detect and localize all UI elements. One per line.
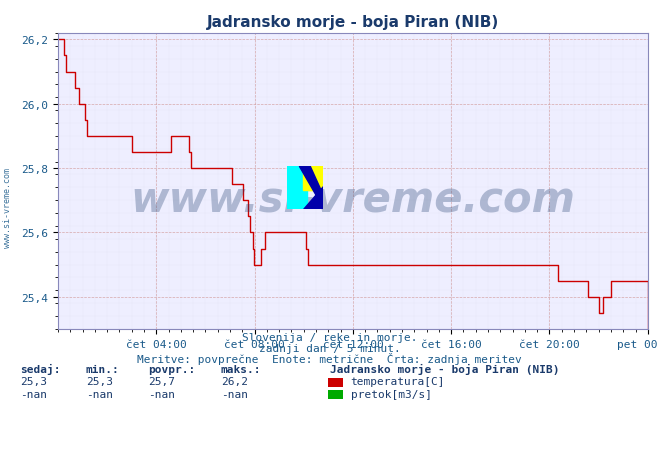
- Text: Slovenija / reke in morje.: Slovenija / reke in morje.: [242, 332, 417, 342]
- Text: sedaj:: sedaj:: [20, 363, 60, 374]
- Text: Meritve: povprečne  Enote: metrične  Črta: zadnja meritev: Meritve: povprečne Enote: metrične Črta:…: [137, 353, 522, 365]
- Text: www.si-vreme.com: www.si-vreme.com: [130, 178, 575, 220]
- Polygon shape: [287, 167, 323, 190]
- Title: Jadransko morje - boja Piran (NIB): Jadransko morje - boja Piran (NIB): [207, 15, 499, 30]
- Polygon shape: [303, 167, 323, 190]
- Text: maks.:: maks.:: [221, 364, 261, 374]
- Text: 25,7: 25,7: [148, 376, 175, 386]
- Text: zadnji dan / 5 minut.: zadnji dan / 5 minut.: [258, 343, 401, 353]
- Text: 25,3: 25,3: [20, 376, 47, 386]
- Text: temperatura[C]: temperatura[C]: [351, 376, 445, 386]
- Text: -nan: -nan: [20, 389, 47, 399]
- Text: 26,2: 26,2: [221, 376, 248, 386]
- Text: pretok[m3/s]: pretok[m3/s]: [351, 389, 432, 399]
- Polygon shape: [299, 167, 323, 207]
- Text: povpr.:: povpr.:: [148, 364, 196, 374]
- Text: min.:: min.:: [86, 364, 119, 374]
- Text: -nan: -nan: [86, 389, 113, 399]
- Text: -nan: -nan: [221, 389, 248, 399]
- Text: -nan: -nan: [148, 389, 175, 399]
- Text: www.si-vreme.com: www.si-vreme.com: [3, 168, 13, 247]
- Text: Jadransko morje - boja Piran (NIB): Jadransko morje - boja Piran (NIB): [330, 363, 559, 374]
- Polygon shape: [287, 167, 306, 210]
- Text: 25,3: 25,3: [86, 376, 113, 386]
- Polygon shape: [303, 186, 323, 210]
